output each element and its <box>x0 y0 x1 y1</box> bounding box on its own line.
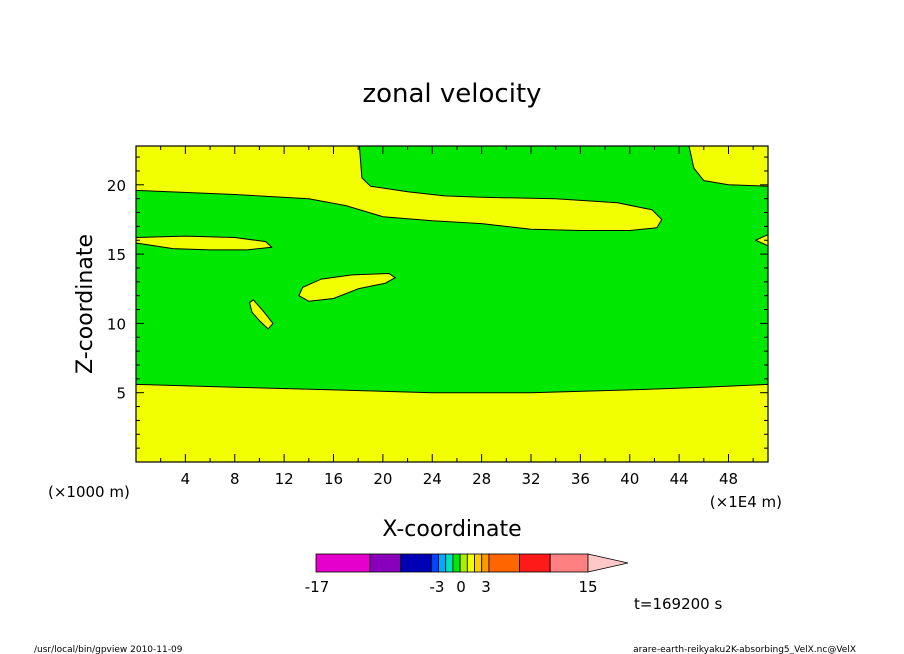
colorbar-segment-9 <box>466 553 475 573</box>
x-tick-label: 4 <box>181 470 191 488</box>
y-tick-label: 20 <box>107 177 126 195</box>
colorbar-label-pos3: 3 <box>481 578 491 596</box>
x-tick-label: 44 <box>670 470 689 488</box>
x-tick-label: 48 <box>719 470 738 488</box>
colorbar-segment-10 <box>474 553 483 573</box>
colorbar-label-min: -17 <box>305 578 330 596</box>
colorbar-label-zero: 0 <box>456 578 466 596</box>
x-unit-right: (×1E4 m) <box>710 493 782 511</box>
contour-region-2 <box>135 145 663 231</box>
contour-region-6 <box>249 299 274 330</box>
colorbar-label-max: 15 <box>578 578 597 596</box>
colorbar-segment-7 <box>452 553 461 573</box>
colorbar-segment-6 <box>445 553 454 573</box>
colorbar-segment-13 <box>519 553 551 573</box>
x-tick-label: 28 <box>472 470 491 488</box>
x-tick-label: 20 <box>373 470 392 488</box>
colorbar-segment-12 <box>488 553 520 573</box>
footer-right: arare-earth-reikyaku2K-absorbing5_VelX.n… <box>633 645 856 654</box>
colorbar-segment-3 <box>400 553 432 573</box>
colorbar-arrow <box>587 553 629 573</box>
colorbar-segment-1 <box>315 553 371 573</box>
contour-region-1 <box>135 383 769 463</box>
x-tick-marks: 4 8 12 16 20 24 28 32 36 40 44 48 <box>160 146 754 488</box>
contour-region-4 <box>135 235 273 251</box>
contour-regions <box>135 145 769 463</box>
x-axis-title: X-coordinate <box>382 517 521 542</box>
x-tick-label: 8 <box>230 470 240 488</box>
time-label: t=169200 s <box>634 595 722 613</box>
x-tick-label: 32 <box>521 470 540 488</box>
colorbar-segment-8 <box>459 553 468 573</box>
colorbar-segment-4 <box>430 553 439 573</box>
y-tick-label: 10 <box>107 315 126 333</box>
colorbar-label-neg3: -3 <box>430 578 445 596</box>
colorbar <box>315 553 629 573</box>
plot-frame <box>135 145 769 463</box>
footer-left: /usr/local/bin/gpview 2010-11-09 <box>34 645 183 654</box>
y-tick-marks: 5 10 15 20 <box>107 156 768 449</box>
colorbar-segment-5 <box>438 553 447 573</box>
contour-region-5 <box>298 273 396 302</box>
colorbar-segment-14 <box>549 553 589 573</box>
y-tick-label: 15 <box>107 246 126 264</box>
x-tick-label: 36 <box>571 470 590 488</box>
x-tick-label: 40 <box>620 470 639 488</box>
x-tick-label: 12 <box>275 470 294 488</box>
x-tick-label: 16 <box>324 470 343 488</box>
x-tick-label: 24 <box>423 470 442 488</box>
y-tick-label: 5 <box>116 385 126 403</box>
colorbar-segment-11 <box>481 553 490 573</box>
colorbar-segment-2 <box>369 553 402 573</box>
chart-title: zonal velocity <box>362 79 541 109</box>
x-unit-left: (×1000 m) <box>48 483 130 501</box>
y-axis-title: Z-coordinate <box>73 234 98 374</box>
